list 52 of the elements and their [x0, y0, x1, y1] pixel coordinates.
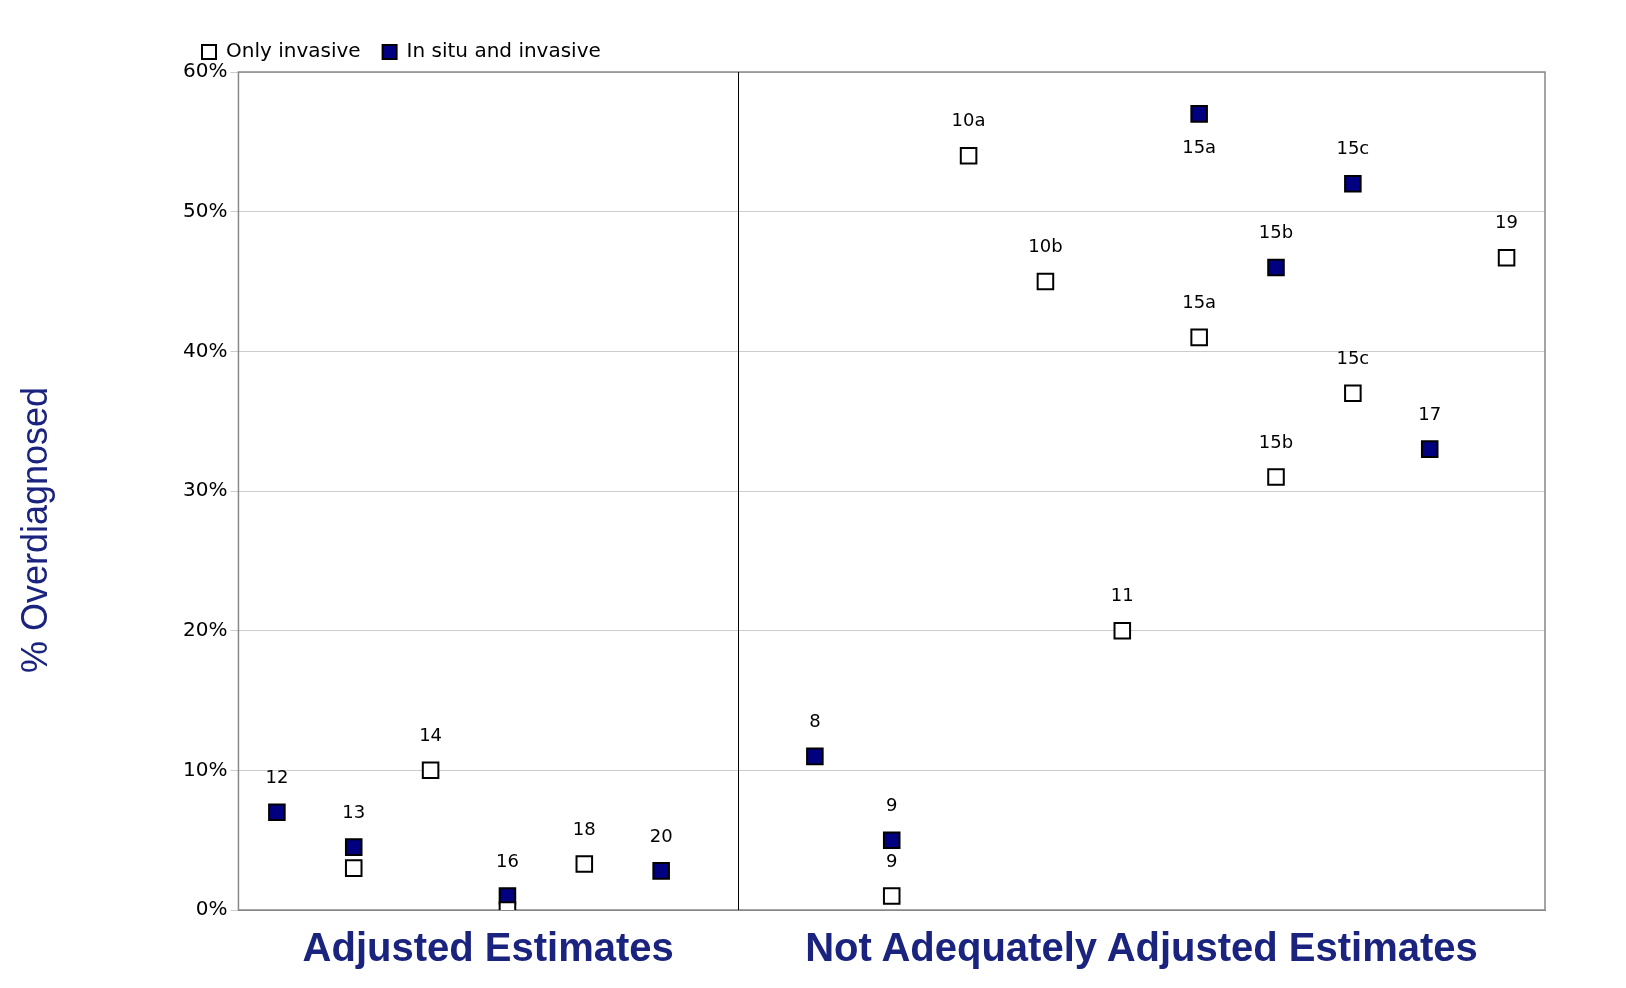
y-tick-label: 40%: [183, 337, 228, 362]
point: [1267, 258, 1285, 277]
annotation: 15b: [1258, 430, 1294, 452]
legend-label: In situ and invasive: [406, 38, 601, 63]
point: [1036, 272, 1055, 291]
annotation: 15c: [1336, 346, 1370, 368]
annotation: 12: [265, 765, 289, 787]
y-tick-label: 50%: [183, 197, 228, 222]
point: [268, 803, 286, 822]
annotation: 15b: [1258, 221, 1294, 243]
y-tick-label: 60%: [183, 58, 228, 83]
y-tick-label: 10%: [183, 756, 228, 781]
y-tick-label: 20%: [183, 616, 228, 641]
annotation: 17: [1418, 402, 1442, 424]
annotation: 15c: [1336, 137, 1370, 159]
y-axis-title: % Overdiagnosed: [14, 386, 56, 674]
annotation: 13: [342, 800, 366, 822]
annotation: 14: [419, 724, 443, 746]
annotation: 10b: [1028, 235, 1063, 257]
annotation: 9: [886, 849, 898, 871]
annotation: 20: [649, 824, 673, 846]
point: [652, 862, 670, 880]
point: [1420, 440, 1439, 458]
point: [882, 887, 901, 905]
point: [882, 831, 901, 849]
annotation: 8: [809, 710, 821, 732]
point: [1344, 384, 1362, 403]
annotation: 19: [1495, 211, 1519, 233]
point: [806, 747, 824, 766]
annotation: 15a: [1182, 291, 1217, 313]
annotation: 10a: [951, 109, 986, 131]
annotation: 16: [495, 849, 519, 871]
point: [1344, 174, 1362, 193]
y-tick-label: 30%: [183, 477, 228, 502]
point: [1190, 105, 1208, 123]
legend-label: Only invasive: [226, 38, 361, 63]
point: [344, 859, 363, 877]
point: [575, 855, 594, 873]
annotation: 18: [572, 817, 596, 839]
point: [344, 838, 363, 856]
annotation: 11: [1110, 584, 1134, 606]
point: [1113, 621, 1132, 640]
point: [1190, 328, 1208, 347]
annotation: 9: [886, 793, 898, 815]
point: [959, 147, 978, 165]
point: [421, 761, 440, 780]
point: [1267, 468, 1285, 486]
text: Adjusted Estimates: [302, 925, 674, 970]
annotation: 15a: [1182, 135, 1217, 157]
point: [1497, 248, 1516, 267]
text: Not Adequately Adjusted Estimates: [805, 925, 1478, 970]
y-tick-label: 0%: [195, 896, 228, 921]
